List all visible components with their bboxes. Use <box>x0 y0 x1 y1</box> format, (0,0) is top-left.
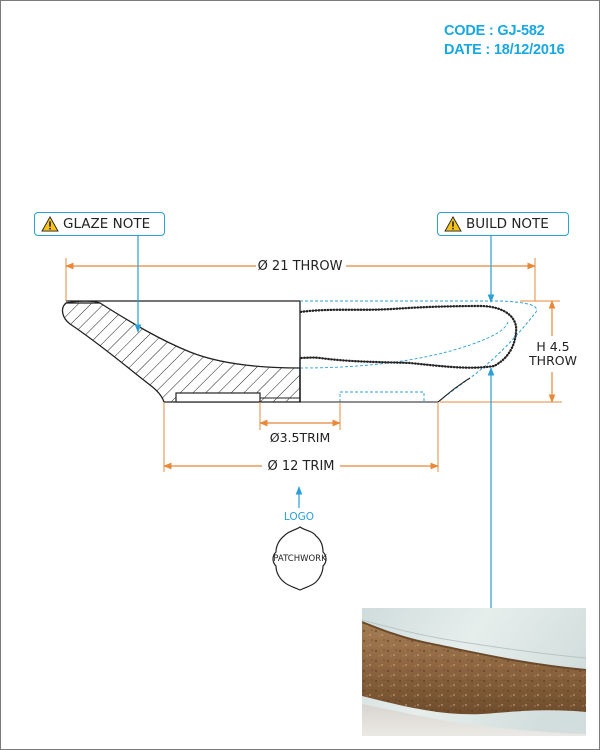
glaze-note-box: GLAZE NOTE <box>34 212 165 236</box>
dimension-trim-diameter: Ø 12 TRIM <box>163 402 439 474</box>
height-label-line2: THROW <box>528 353 577 368</box>
patchwork-logo: PATCHWORK <box>272 526 327 591</box>
dimension-throw-diameter: Ø 21 THROW <box>65 258 536 301</box>
dimension-foot-ring: Ø3.5TRIM <box>259 402 341 445</box>
code-label: CODE : GJ-582 <box>444 23 545 39</box>
bowl-section <box>61 300 301 403</box>
dimension-height: H 4.5 THROW <box>440 300 577 403</box>
trim-diameter-label: Ø 12 TRIM <box>267 459 334 474</box>
rim-detail-photo <box>362 608 586 736</box>
throw-diameter-label: Ø 21 THROW <box>258 259 343 274</box>
logo-label: LOGO <box>284 511 314 523</box>
logo-text: PATCHWORK <box>273 554 327 564</box>
glaze-note-label: GLAZE NOTE <box>63 216 151 232</box>
bowl-elevation <box>299 300 538 403</box>
height-label-line1: H 4.5 <box>536 339 569 354</box>
warning-icon <box>41 216 59 232</box>
build-note-box: BUILD NOTE <box>437 212 569 236</box>
foot-ring-label: Ø3.5TRIM <box>270 430 331 445</box>
build-note-label: BUILD NOTE <box>466 216 549 232</box>
warning-icon <box>444 216 462 232</box>
date-label: DATE : 18/12/2016 <box>444 42 565 58</box>
title-block: CODE : GJ-582 DATE : 18/12/2016 <box>444 22 565 60</box>
